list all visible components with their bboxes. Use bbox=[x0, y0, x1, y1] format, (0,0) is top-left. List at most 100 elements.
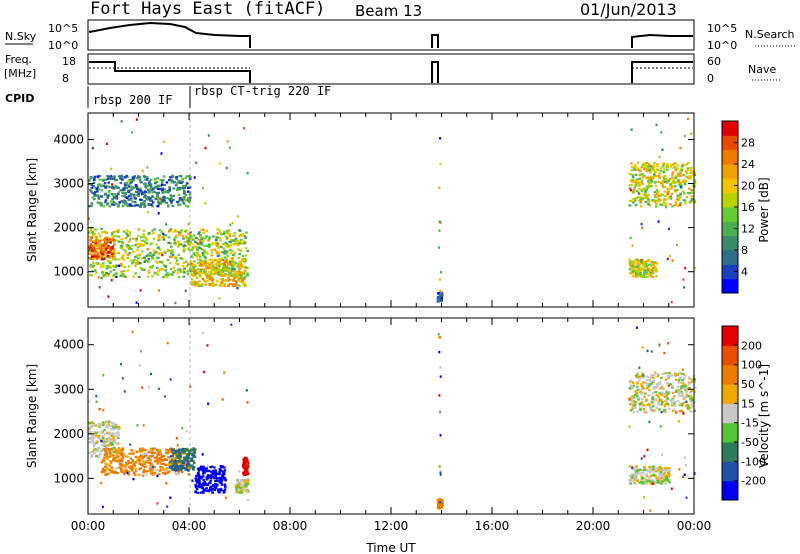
range-gate-cell bbox=[229, 240, 233, 243]
range-gate-cell bbox=[218, 477, 221, 480]
range-gate-cell bbox=[651, 176, 655, 179]
range-gate-cell bbox=[88, 205, 91, 208]
range-gate-cell bbox=[238, 469, 241, 473]
colorbar-swatch bbox=[722, 235, 738, 251]
range-gate-cell bbox=[203, 251, 207, 254]
range-gate-cell bbox=[658, 199, 661, 203]
range-gate-cell bbox=[224, 243, 227, 246]
range-gate-cell bbox=[173, 238, 176, 241]
range-gate-cell bbox=[643, 468, 647, 472]
range-gate-cell bbox=[244, 457, 247, 460]
range-gate-cell bbox=[237, 284, 241, 287]
range-gate-cell bbox=[172, 194, 175, 197]
range-gate-cell bbox=[113, 449, 117, 452]
range-gate-cell bbox=[104, 250, 107, 253]
range-gate-cell bbox=[95, 271, 98, 274]
range-gate-cell bbox=[228, 269, 232, 272]
range-gate-cell bbox=[633, 168, 637, 171]
range-gate-cell bbox=[235, 274, 239, 277]
range-gate-cell bbox=[108, 186, 111, 189]
range-gate-cell bbox=[148, 467, 152, 470]
range-gate-cell bbox=[676, 167, 679, 171]
range-gate-cell bbox=[651, 467, 655, 470]
range-gate-cell bbox=[193, 246, 197, 249]
range-gate-cell bbox=[107, 250, 110, 254]
range-gate-cell bbox=[203, 259, 207, 262]
range-gate-cell bbox=[132, 451, 135, 454]
range-gate-cell bbox=[640, 401, 644, 404]
range-gate-cell bbox=[104, 465, 108, 468]
range-gate-cell bbox=[184, 260, 188, 263]
range-gate-cell bbox=[147, 181, 151, 184]
range-gate-cell bbox=[178, 452, 181, 455]
range-gate-cell bbox=[689, 410, 693, 413]
range-gate-cell bbox=[193, 274, 196, 277]
range-gate-cell bbox=[149, 243, 153, 246]
range-gate-cell bbox=[115, 427, 118, 430]
range-gate-cell bbox=[649, 475, 653, 478]
range-gate-cell bbox=[657, 403, 660, 406]
range-gate-cell bbox=[165, 181, 169, 184]
range-gate-cell bbox=[119, 177, 122, 180]
range-gate-cell bbox=[97, 243, 100, 247]
range-gate-cell bbox=[688, 398, 692, 401]
range-gate-cell bbox=[148, 231, 151, 235]
range-gate-cell bbox=[682, 475, 685, 478]
range-gate-cell bbox=[159, 453, 162, 456]
range-gate-cell bbox=[142, 235, 146, 238]
range-gate-cell bbox=[188, 199, 192, 202]
range-gate-cell bbox=[155, 272, 159, 275]
range-gate-cell bbox=[150, 203, 153, 206]
range-gate-cell bbox=[134, 264, 137, 267]
range-gate-cell bbox=[218, 270, 222, 273]
range-gate-cell bbox=[650, 264, 654, 267]
range-gate-cell bbox=[639, 273, 643, 276]
range-gate-cell bbox=[138, 253, 142, 256]
range-gate-cell bbox=[196, 262, 200, 265]
range-gate-cell bbox=[156, 256, 159, 259]
range-gate-cell bbox=[636, 410, 639, 413]
range-gate-cell bbox=[232, 284, 235, 288]
range-gate-cell bbox=[238, 260, 242, 263]
range-gate-cell bbox=[147, 271, 151, 274]
colorbar-swatch bbox=[722, 135, 738, 151]
range-gate-cell bbox=[663, 478, 666, 481]
range-gate-cell bbox=[666, 402, 669, 406]
range-gate-cell bbox=[88, 430, 92, 433]
range-gate-cell bbox=[131, 330, 134, 333]
colorbar-tick-label: 100 bbox=[741, 359, 762, 372]
range-gate-cell bbox=[154, 197, 158, 201]
range-gate-cell bbox=[187, 473, 191, 476]
range-gate-cell bbox=[670, 163, 673, 167]
range-gate-cell bbox=[104, 454, 108, 457]
range-gate-cell bbox=[174, 301, 177, 305]
velocity-ylabel: Slant Range [km] bbox=[25, 364, 39, 468]
nsearch-tick-top: 10^5 bbox=[707, 22, 737, 35]
range-gate-cell bbox=[139, 463, 143, 466]
range-gate-cell bbox=[183, 271, 186, 274]
range-gate-cell bbox=[104, 449, 107, 452]
range-gate-cell bbox=[243, 488, 247, 491]
range-gate-cell bbox=[174, 230, 178, 233]
range-gate-cell bbox=[171, 459, 174, 462]
range-gate-cell bbox=[212, 260, 216, 263]
range-gate-cell bbox=[680, 169, 684, 172]
range-gate-cell bbox=[223, 266, 227, 269]
range-gate-cell bbox=[164, 273, 168, 276]
range-gate-cell bbox=[192, 455, 195, 459]
range-gate-cell bbox=[628, 387, 632, 390]
range-gate-cell bbox=[92, 239, 96, 242]
cpid-label: CPID bbox=[5, 92, 34, 105]
range-gate-cell bbox=[90, 438, 94, 441]
range-gate-cell bbox=[144, 465, 147, 469]
range-gate-cell bbox=[188, 464, 192, 467]
range-gate-cell bbox=[189, 231, 192, 234]
range-gate-cell bbox=[218, 260, 222, 263]
range-gate-cell bbox=[635, 392, 639, 395]
colorbar-swatch bbox=[722, 221, 738, 237]
range-gate-cell bbox=[127, 473, 131, 476]
range-gate-cell bbox=[201, 243, 204, 246]
range-gate-cell bbox=[628, 465, 632, 468]
range-gate-cell bbox=[670, 401, 674, 404]
range-gate-cell bbox=[130, 469, 134, 472]
